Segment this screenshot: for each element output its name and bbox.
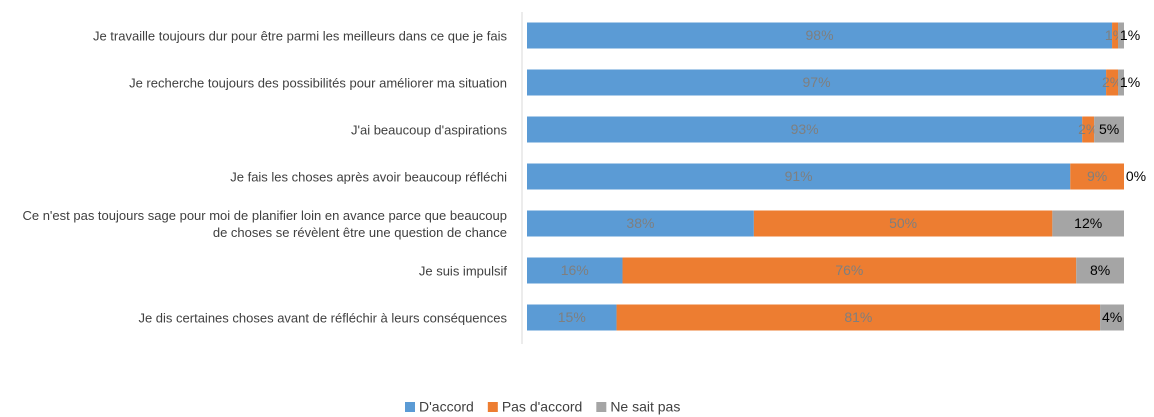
bar-segment xyxy=(1070,163,1124,190)
bar-segment xyxy=(1118,69,1124,96)
data-label: 12% xyxy=(1074,215,1102,231)
data-label: 50% xyxy=(889,215,917,231)
bar-segment xyxy=(527,22,1113,49)
data-label: 91% xyxy=(785,168,813,184)
data-label: 98% xyxy=(806,27,834,43)
legend-label: D'accord xyxy=(419,399,474,415)
bar-segment xyxy=(1118,22,1124,49)
category-label: Je dis certaines choses avant de réfléch… xyxy=(138,310,507,325)
data-label: 93% xyxy=(791,121,819,137)
legend-label: Pas d'accord xyxy=(502,399,583,415)
bar-segment xyxy=(1076,257,1124,284)
bar-segment xyxy=(527,69,1107,96)
legend-swatch xyxy=(405,402,415,412)
data-label: 16% xyxy=(561,262,589,278)
category-label: J'ai beaucoup d'aspirations xyxy=(350,122,507,137)
legend-swatch xyxy=(596,402,607,412)
bar-segment xyxy=(1082,116,1095,143)
bar-segment xyxy=(1106,69,1119,96)
data-label: 76% xyxy=(835,262,863,278)
bar-segment xyxy=(1112,22,1119,49)
data-label: 1% xyxy=(1120,27,1140,43)
legend-label: Ne sait pas xyxy=(610,399,680,415)
data-label: 8% xyxy=(1090,262,1110,278)
category-label: Je travaille toujours dur pour être parm… xyxy=(92,28,507,43)
category-label: Ce n'est pas toujours sage pour moi de p… xyxy=(22,207,507,240)
category-label: Je fais les choses après avoir beaucoup … xyxy=(230,169,507,184)
bar-segment xyxy=(622,257,1077,284)
bar-segment xyxy=(527,116,1083,143)
category-label: Je recherche toujours des possibilités p… xyxy=(129,75,507,90)
data-label: 1% xyxy=(1120,74,1140,90)
data-label: 38% xyxy=(626,215,654,231)
data-label: 9% xyxy=(1087,168,1107,184)
data-label: 0% xyxy=(1126,168,1146,184)
data-label: 5% xyxy=(1099,121,1119,137)
bar-segment xyxy=(753,210,1053,237)
bar-segment xyxy=(527,163,1071,190)
legend-swatch xyxy=(487,402,498,412)
bar-segment xyxy=(616,304,1101,331)
bar-segment xyxy=(1100,304,1124,331)
data-label: 2% xyxy=(1078,121,1098,137)
data-label: 97% xyxy=(803,74,831,90)
bar-segment xyxy=(527,304,617,331)
category-label: Je suis impulsif xyxy=(418,263,507,278)
data-label: 2% xyxy=(1102,74,1122,90)
data-label: 15% xyxy=(558,309,586,325)
bar-segment xyxy=(1094,116,1124,143)
bar-segment xyxy=(527,257,623,284)
bar-segment xyxy=(1052,210,1124,237)
data-label: 81% xyxy=(844,309,872,325)
bar-segment xyxy=(527,210,754,237)
data-label: 4% xyxy=(1102,309,1122,325)
